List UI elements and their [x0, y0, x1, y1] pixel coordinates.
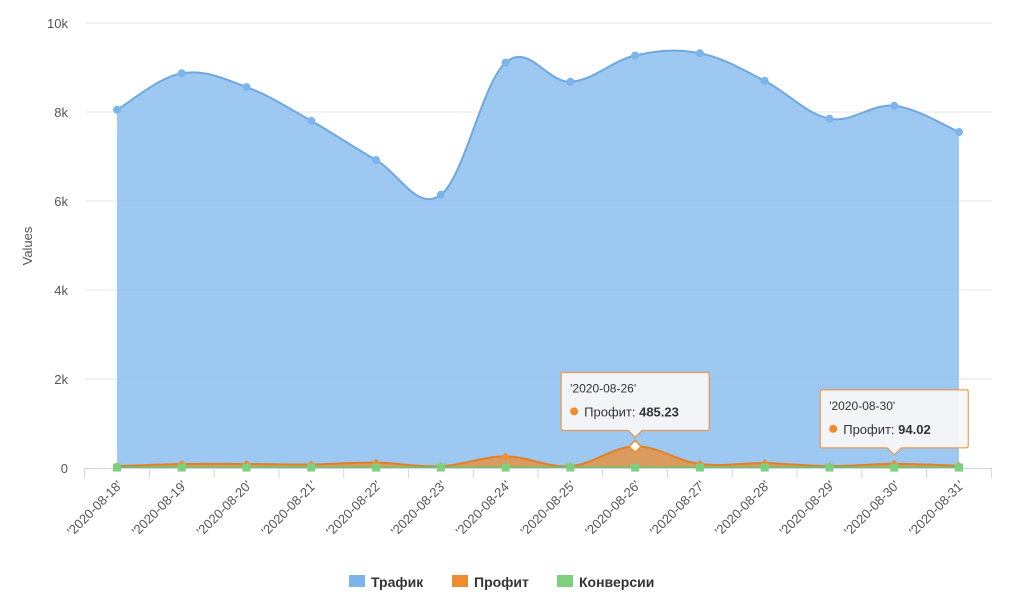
data-point — [628, 439, 643, 454]
x-tick-label: '2020-08-22' — [323, 478, 384, 539]
area-fill-series-0 — [117, 50, 959, 468]
tooltip-box — [560, 371, 710, 439]
legend-item[interactable]: Конверсии — [557, 574, 654, 590]
area-line-series-1 — [116, 445, 960, 468]
tooltip-value: 94.02 — [898, 422, 931, 437]
tooltip-value: 485.23 — [639, 404, 679, 419]
data-point — [501, 463, 510, 472]
legend-label: Трафик — [371, 574, 424, 590]
x-tick-label: '2020-08-24' — [453, 478, 514, 539]
x-tick-label: '2020-08-28' — [712, 478, 773, 539]
data-point — [113, 463, 121, 472]
data-point — [890, 463, 899, 472]
area-fill-series-1 — [117, 446, 959, 468]
x-tick-label: '2020-08-21' — [258, 478, 319, 539]
data-point — [760, 76, 769, 85]
y-tick-label: 8k — [54, 105, 68, 120]
y-tick-label: 10k — [47, 16, 68, 31]
legend-swatch — [452, 575, 468, 587]
x-tick-label: '2020-08-19' — [129, 478, 190, 539]
data-point — [307, 116, 316, 125]
x-tick-label: '2020-08-31' — [906, 478, 967, 539]
series-markers — [113, 49, 963, 472]
x-tick-label: '2020-08-18' — [64, 478, 125, 539]
data-point — [436, 463, 445, 472]
tooltip-series-dot — [829, 424, 838, 433]
area-line-series-0 — [116, 49, 960, 201]
data-point — [242, 83, 251, 92]
data-point — [890, 101, 899, 110]
data-point — [372, 463, 381, 472]
data-point — [955, 463, 963, 472]
data-point — [631, 51, 640, 60]
legend-item[interactable]: Трафик — [349, 574, 424, 590]
legend-item[interactable]: Профит — [452, 574, 529, 590]
x-tick-label: '2020-08-27' — [647, 478, 708, 539]
x-tick-label: '2020-08-30' — [841, 478, 902, 539]
tooltip-text: Профит: 485.23 — [584, 404, 679, 419]
x-tick-label: '2020-08-25' — [517, 478, 578, 539]
series-areas — [116, 49, 960, 469]
x-tick-label: '2020-08-29' — [776, 478, 837, 539]
data-point — [501, 58, 510, 67]
data-point — [177, 463, 186, 472]
y-tick-label: 2k — [54, 372, 68, 387]
legend-swatch — [557, 575, 573, 587]
legend-label: Профит — [474, 574, 529, 590]
y-tick-label: 0 — [61, 461, 68, 476]
tooltip-date: '2020-08-26' — [570, 381, 636, 395]
y-tick-label: 4k — [54, 283, 68, 298]
data-point — [825, 114, 834, 123]
data-point — [825, 463, 834, 472]
x-tick-label: '2020-08-20' — [194, 478, 255, 539]
data-point — [436, 190, 445, 199]
tooltip: '2020-08-30' Профит: 94.02 — [819, 389, 969, 456]
data-point — [307, 463, 316, 472]
data-point — [695, 463, 704, 472]
data-point — [566, 463, 575, 472]
tooltip-box — [819, 389, 969, 456]
legend-swatch — [349, 575, 365, 587]
tooltip-text: Профит: 94.02 — [843, 422, 931, 437]
data-point — [760, 463, 769, 472]
y-axis-label: Values — [20, 226, 35, 265]
data-point — [113, 105, 121, 114]
tooltip-date: '2020-08-30' — [829, 399, 895, 413]
data-point — [372, 156, 381, 165]
tooltip: '2020-08-26' Профит: 485.23 — [560, 371, 710, 439]
data-point — [955, 128, 963, 137]
data-point — [695, 49, 704, 58]
data-point — [631, 463, 640, 472]
y-tick-label: 6k — [54, 194, 68, 209]
y-axis-ticks: 0 2k 4k 6k 8k 10k — [47, 16, 68, 476]
data-point — [242, 463, 251, 472]
legend-label: Конверсии — [579, 574, 654, 590]
tooltip-series-dot — [570, 407, 579, 416]
data-point — [566, 77, 575, 86]
x-tick-label: '2020-08-26' — [582, 478, 643, 539]
tooltip-label: Профит: — [843, 422, 898, 437]
x-axis: '2020-08-18' '2020-08-19' '2020-08-20' '202… — [64, 468, 992, 539]
tooltips: '2020-08-26' Профит: 485.23 '2020-08-30' Пр… — [560, 371, 969, 456]
data-point — [501, 452, 510, 461]
legend: Трафик Профит Конверсии — [349, 574, 654, 590]
x-tick-label: '2020-08-23' — [388, 478, 449, 539]
data-point — [177, 69, 186, 78]
tooltip-label: Профит: — [584, 404, 639, 419]
